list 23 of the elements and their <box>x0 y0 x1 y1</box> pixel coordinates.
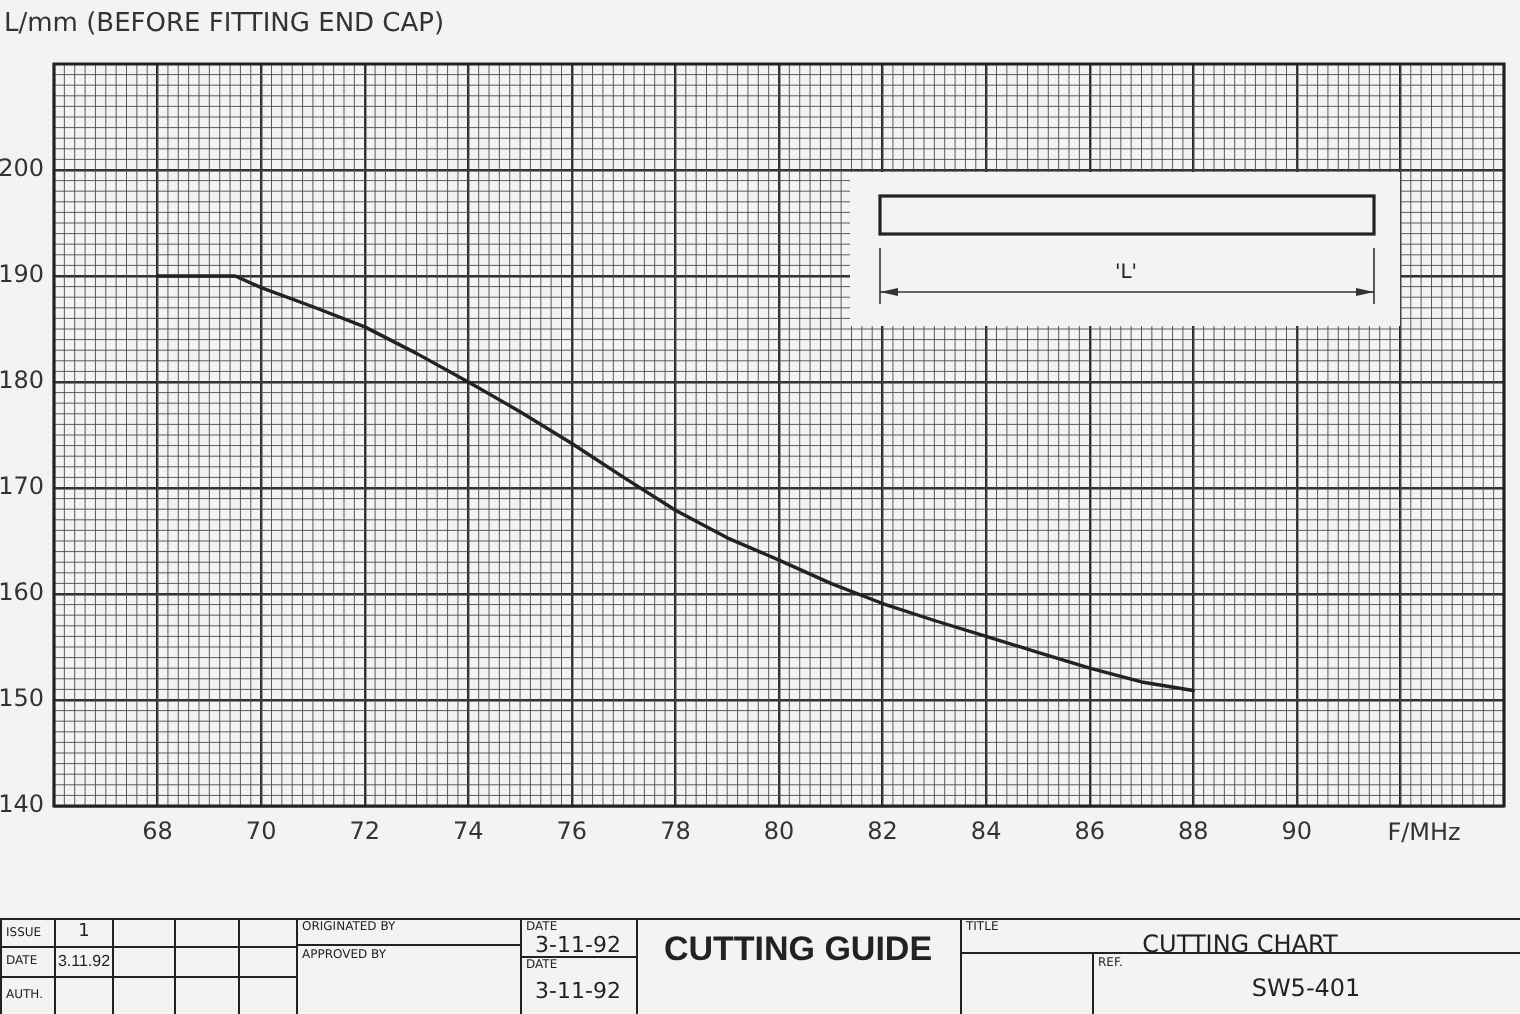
x-tick-label: 78 <box>660 816 691 845</box>
annotation: 'L' <box>1114 262 1138 284</box>
y-tick-label: 140 <box>0 790 44 819</box>
y-tick-label: 180 <box>0 366 44 395</box>
y-axis-title: L/mm (BEFORE FITTING END CAP) <box>4 8 445 39</box>
y-tick-label: 200 <box>0 154 44 183</box>
x-axis-title: F/MHz <box>1387 818 1461 847</box>
x-tick-label: 82 <box>867 816 898 845</box>
x-tick-label: 90 <box>1281 816 1313 845</box>
x-tick-label: 68 <box>142 816 173 845</box>
x-tick-label: 88 <box>1178 816 1209 845</box>
rod-dimension-diagram: 'L' <box>850 172 1400 326</box>
x-tick-label: 84 <box>970 816 1002 845</box>
x-tick-label: 86 <box>1074 816 1105 845</box>
x-tick-label: 70 <box>245 816 277 845</box>
x-tick-label: 74 <box>453 816 484 845</box>
y-tick-label: 150 <box>0 684 44 713</box>
y-tick-label: 160 <box>0 578 44 607</box>
x-tick-label: 72 <box>349 816 380 845</box>
y-tick-label: 190 <box>0 260 44 289</box>
y-tick-label: 170 <box>0 472 44 501</box>
x-tick-label: 80 <box>763 816 795 845</box>
x-tick-label: 76 <box>556 816 588 845</box>
